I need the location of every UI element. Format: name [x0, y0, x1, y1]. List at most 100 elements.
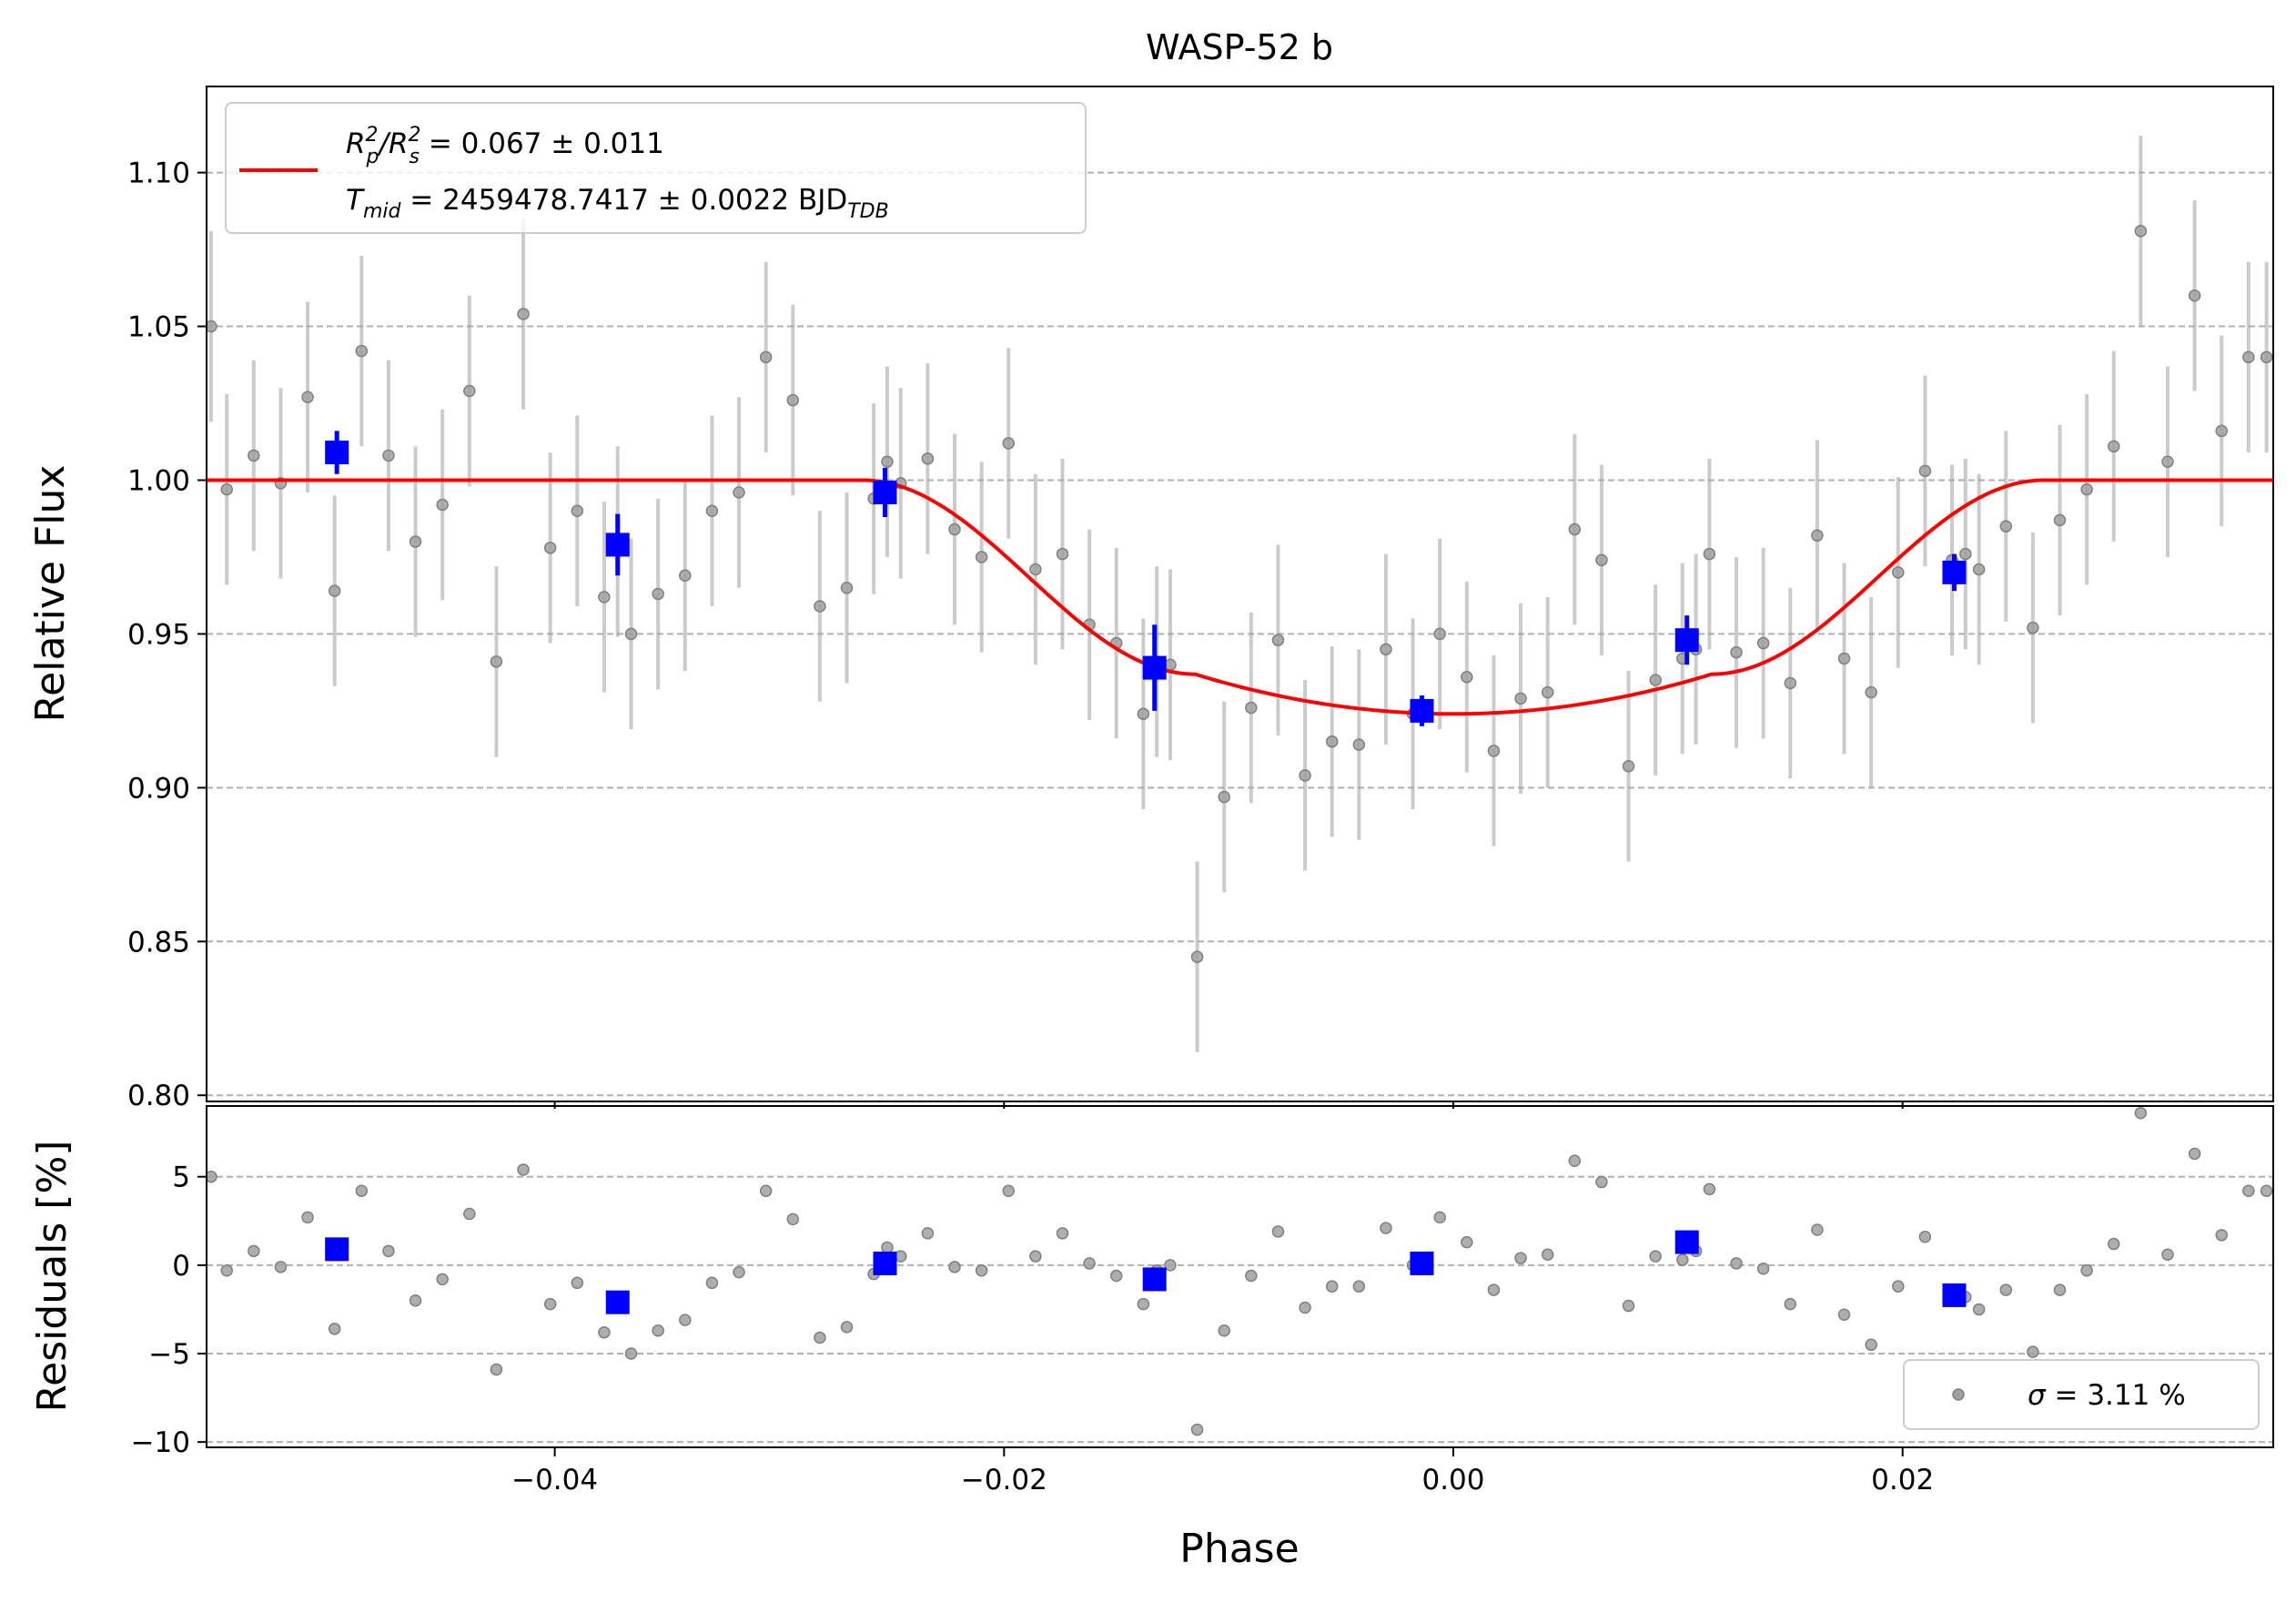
binned-residual-point [1674, 1230, 1699, 1254]
raw-flux-point [705, 415, 719, 607]
binned-residual-points [325, 1230, 1967, 1314]
raw-residual-point [1299, 1301, 1311, 1314]
binned-flux-points [325, 431, 1967, 726]
raw-residual-point [1245, 1269, 1258, 1283]
sigma-legend-text: σ = 3.11 % [2028, 1379, 2186, 1412]
raw-residual-point [895, 1250, 907, 1263]
raw-residual-point [463, 1207, 476, 1221]
raw-flux-point [1245, 612, 1258, 804]
chart-title: WASP-52 b [1146, 27, 1333, 67]
flux-y-tick-label: 0.90 [127, 772, 190, 805]
binned-flux-point [605, 513, 630, 576]
residual-y-tick-label: −10 [131, 1426, 190, 1459]
residuals-frame [206, 1105, 2274, 1448]
raw-residual-point [921, 1227, 935, 1240]
raw-flux-point [355, 255, 369, 447]
raw-flux-point [1164, 569, 1177, 760]
raw-flux-point [2027, 532, 2039, 724]
raw-residual-point [517, 1163, 530, 1176]
raw-flux-point [948, 433, 961, 625]
raw-residual-point [2053, 1283, 2067, 1296]
raw-residual-point [679, 1314, 692, 1326]
raw-residual-points [207, 1107, 2273, 1436]
raw-residual-point [1514, 1252, 1527, 1264]
phase-x-axis-label: Phase [1179, 1526, 1299, 1572]
raw-flux-point [1999, 431, 2013, 622]
residual-y-tick-label: −5 [148, 1338, 190, 1371]
light-curve-frame [206, 86, 2274, 1102]
raw-flux-point [1325, 645, 1339, 837]
binned-flux-point [1674, 615, 1699, 665]
raw-residual-point [1380, 1222, 1392, 1234]
raw-flux-point [814, 511, 826, 702]
raw-residual-point [207, 1170, 217, 1183]
raw-flux-point [786, 304, 800, 496]
raw-flux-point [1756, 547, 1770, 739]
raw-residual-point [1461, 1235, 1473, 1249]
raw-residual-point [328, 1323, 341, 1335]
phase-x-tick-label: −0.04 [511, 1464, 598, 1496]
raw-flux-point [1380, 553, 1392, 746]
raw-flux-point [2161, 366, 2174, 557]
raw-residual-point [733, 1265, 745, 1279]
residual-y-ticks: −10 −5 0 5 [131, 1162, 207, 1459]
binned-flux-point [1410, 695, 1434, 726]
raw-residual-point [1029, 1250, 1042, 1263]
flux-y-axis-label: Relative Flux [27, 465, 74, 723]
binned-residual-point [1410, 1251, 1434, 1275]
raw-residual-point [1595, 1175, 1608, 1189]
raw-residual-point [2080, 1263, 2093, 1277]
raw-flux-point [1352, 649, 1366, 840]
raw-flux-point [1461, 581, 1473, 773]
raw-flux-point [2242, 261, 2255, 453]
raw-flux-point [1056, 458, 1069, 650]
raw-flux-point [1514, 603, 1527, 795]
raw-flux-point [382, 360, 395, 552]
raw-residual-point [274, 1261, 288, 1273]
raw-flux-point [1595, 464, 1608, 656]
raw-residual-point [2161, 1248, 2174, 1261]
raw-flux-point [1622, 670, 1635, 862]
raw-residual-point [1190, 1423, 1204, 1436]
raw-residual-point [598, 1325, 611, 1339]
raw-flux-point [463, 295, 476, 487]
raw-residual-point [1703, 1182, 1716, 1196]
binned-residual-point [1142, 1267, 1167, 1292]
raw-flux-point [1487, 655, 1501, 847]
raw-flux-point [207, 230, 217, 422]
raw-flux-point [2188, 200, 2201, 391]
raw-flux-point [517, 218, 530, 410]
flux-y-ticks: 0.80 0.85 0.90 0.95 1.00 1.05 1.10 [127, 157, 1904, 1112]
raw-residual-point [301, 1211, 314, 1224]
raw-residual-point [543, 1297, 557, 1311]
raw-residual-point [2215, 1229, 2228, 1242]
raw-flux-point [220, 393, 233, 585]
raw-residual-point [2107, 1237, 2120, 1251]
flux-y-tick-label: 1.00 [127, 464, 190, 497]
raw-residual-point [814, 1331, 826, 1344]
raw-residual-point [1837, 1308, 1851, 1322]
raw-residual-point [1083, 1257, 1096, 1270]
raw-residual-point [571, 1276, 584, 1290]
raw-flux-point [598, 502, 611, 693]
raw-residual-point [1649, 1250, 1662, 1263]
raw-residual-point [1972, 1303, 1986, 1316]
raw-flux-point [1649, 584, 1662, 776]
raw-flux-point [2053, 424, 2067, 616]
raw-residual-point [652, 1324, 664, 1337]
flux-y-tick-label: 0.95 [127, 618, 190, 651]
sigma-legend-marker [1952, 1388, 1965, 1401]
raw-flux-point [1299, 680, 1311, 871]
raw-residual-point [490, 1363, 503, 1376]
legend-mid-transit-time: Tmid = 2459478.7417 ± 0.0022 BJDTDB [346, 184, 889, 223]
raw-residual-point [409, 1294, 422, 1307]
flux-y-tick-label: 0.80 [127, 1080, 190, 1112]
raw-residual-point [1056, 1227, 1069, 1240]
fit-legend-box [225, 102, 1087, 234]
raw-flux-point [895, 388, 907, 579]
raw-flux-point [1811, 440, 1824, 632]
raw-residual-point [1918, 1231, 1932, 1243]
raw-flux-point [2080, 393, 2093, 585]
raw-residual-point [248, 1244, 260, 1258]
